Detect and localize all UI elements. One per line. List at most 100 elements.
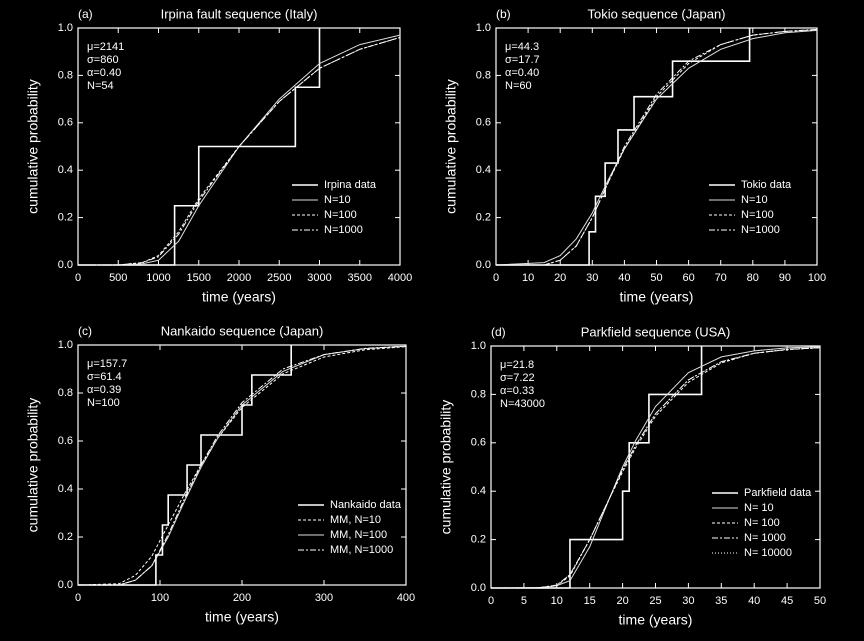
y-tick-label: 0.2: [476, 212, 491, 224]
y-tick-label: 1.0: [58, 339, 73, 351]
cdf-line: [496, 28, 818, 266]
y-tick-label: 0.8: [58, 69, 73, 81]
legend-label: N=10: [324, 194, 351, 206]
legend-label: N= 10: [744, 502, 774, 514]
parameter-annotation: σ=17.7: [505, 54, 540, 66]
x-tick-label: 100: [151, 592, 169, 604]
x-tick-label: 2000: [227, 272, 251, 284]
x-tick-label: 30: [682, 595, 694, 607]
parameter-annotation: σ=61.4: [87, 371, 122, 383]
x-tick-label: 0: [488, 595, 494, 607]
parameter-annotation: N=100: [87, 397, 120, 409]
x-tick-label: 40: [618, 272, 630, 284]
y-tick-label: 1.0: [476, 22, 491, 34]
x-tick-label: 15: [584, 595, 596, 607]
y-tick-label: 0.6: [476, 117, 491, 129]
x-tick-label: 0: [493, 272, 499, 284]
parameter-annotation: μ=44.3: [505, 41, 539, 53]
x-tick-label: 35: [715, 595, 727, 607]
x-tick-label: 1500: [187, 272, 211, 284]
legend-label: N=1000: [741, 224, 780, 236]
x-tick-label: 80: [747, 272, 759, 284]
x-tick-label: 500: [109, 272, 127, 284]
parameter-annotation: α=0.33: [500, 385, 534, 397]
legend-label: N=100: [324, 209, 357, 221]
y-tick-label: 0.0: [476, 259, 491, 271]
chart-title: Nankaido sequence (Japan): [161, 323, 324, 338]
y-tick-label: 0.0: [58, 579, 73, 591]
legend-label: N= 100: [744, 517, 780, 529]
x-tick-label: 5: [521, 595, 527, 607]
cdf-line: [78, 34, 401, 266]
x-tick-label: 20: [554, 272, 566, 284]
x-tick-label: 300: [315, 592, 333, 604]
y-tick-label: 0.2: [58, 531, 73, 543]
x-tick-label: 10: [522, 272, 534, 284]
x-axis-label: time (years): [619, 612, 693, 628]
x-axis-label: time (years): [620, 289, 694, 305]
parameter-annotation: μ=2141: [87, 41, 124, 53]
x-tick-label: 25: [649, 595, 661, 607]
cdf-line: [491, 346, 703, 589]
y-tick-label: 0.6: [58, 435, 73, 447]
y-tick-label: 0.6: [58, 117, 73, 129]
x-tick-label: 50: [814, 595, 826, 607]
legend-label: Irpina data: [324, 179, 377, 191]
chart-title: Tokio sequence (Japan): [587, 6, 725, 21]
y-tick-label: 0.2: [471, 534, 486, 546]
cdf-line: [496, 28, 751, 266]
legend-label: N= 10000: [744, 547, 792, 559]
x-tick-label: 2500: [267, 272, 291, 284]
legend-label: N=1000: [324, 224, 363, 236]
parameter-annotation: N=43000: [500, 398, 545, 410]
x-tick-label: 100: [808, 272, 826, 284]
y-tick-label: 0.0: [58, 259, 73, 271]
legend-label: N=100: [741, 209, 774, 221]
x-tick-label: 3500: [348, 272, 372, 284]
x-tick-label: 20: [616, 595, 628, 607]
cdf-line: [490, 346, 821, 589]
cdf-line: [77, 346, 407, 586]
x-tick-label: 30: [586, 272, 598, 284]
x-tick-label: 70: [715, 272, 727, 284]
panel-label: (d): [491, 325, 506, 339]
legend-label: N= 1000: [744, 532, 786, 544]
y-axis-label: cumulative probability: [25, 79, 41, 214]
legend-label: MM, N=1000: [330, 544, 393, 556]
y-axis-label: cumulative probability: [25, 398, 41, 533]
x-axis-label: time (years): [205, 609, 279, 625]
y-tick-label: 0.6: [471, 437, 486, 449]
y-axis-label: cumulative probability: [438, 400, 454, 535]
parameter-annotation: σ=860: [87, 54, 119, 66]
panel-label: (a): [78, 7, 93, 21]
y-tick-label: 0.8: [471, 388, 486, 400]
parameter-annotation: N=60: [505, 80, 532, 92]
x-tick-label: 3000: [307, 272, 331, 284]
parameter-annotation: σ=7.22: [500, 372, 535, 384]
panel-label: (c): [78, 324, 92, 338]
x-tick-label: 0: [75, 592, 81, 604]
panel-label: (b): [496, 7, 511, 21]
y-tick-label: 0.2: [58, 212, 73, 224]
x-tick-label: 45: [781, 595, 793, 607]
y-tick-label: 1.0: [471, 340, 486, 352]
parameter-annotation: α=0.40: [505, 67, 539, 79]
y-tick-label: 0.8: [476, 69, 491, 81]
legend-label: Parkfield data: [744, 487, 812, 499]
cdf-line: [495, 29, 818, 266]
y-axis-label: cumulative probability: [443, 79, 459, 214]
y-tick-label: 0.4: [58, 483, 73, 495]
x-tick-label: 1000: [146, 272, 170, 284]
y-tick-label: 0.4: [476, 164, 491, 176]
cdf-line: [491, 347, 821, 589]
chart-title: Irpina fault sequence (Italy): [161, 6, 318, 21]
x-tick-label: 200: [233, 592, 251, 604]
x-tick-label: 50: [650, 272, 662, 284]
parameter-annotation: μ=157.7: [87, 358, 127, 370]
y-tick-label: 1.0: [58, 22, 73, 34]
cdf-line: [78, 345, 407, 586]
x-axis-label: time (years): [202, 289, 276, 305]
parameter-annotation: α=0.39: [87, 384, 121, 396]
legend-label: MM, N=100: [330, 529, 387, 541]
